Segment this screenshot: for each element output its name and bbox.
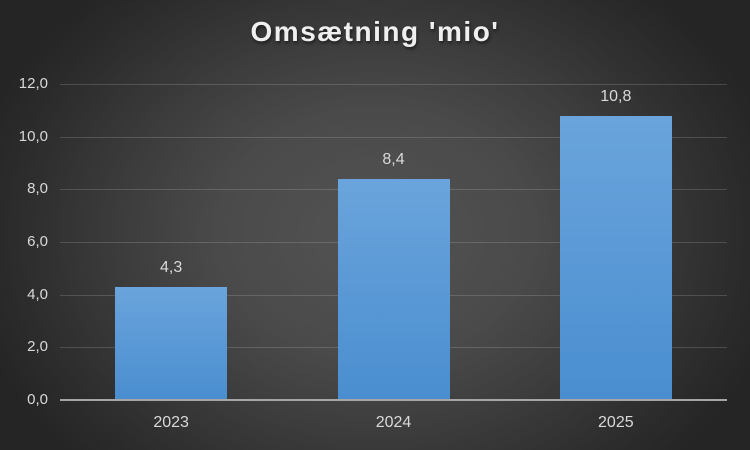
y-axis-tick-label: 4,0 (27, 285, 48, 303)
y-axis-tick-label: 10,0 (18, 127, 48, 145)
bar-value-label: 10,8 (600, 87, 632, 105)
x-axis-tick-label: 2025 (598, 414, 634, 431)
x-axis-tick-label: 2023 (153, 414, 189, 431)
x-axis-line (60, 399, 727, 401)
bar-value-label: 4,3 (160, 258, 183, 276)
bar-value-label: 8,4 (382, 150, 405, 168)
y-axis-tick-label: 2,0 (27, 338, 48, 356)
gridline (60, 84, 727, 85)
chart-title: Omsætning 'mio' (250, 16, 500, 47)
y-axis-tick-label: 6,0 (27, 233, 48, 250)
x-axis-tick-label: 2024 (375, 414, 412, 431)
bar-2024 (337, 178, 450, 399)
gridline (60, 136, 727, 138)
y-axis-tick-label: 12,0 (18, 75, 48, 92)
y-axis-tick-label: 0,0 (27, 391, 48, 408)
y-axis-tick-label: 8,0 (27, 180, 48, 198)
bar-2023 (115, 286, 228, 399)
bar-2025 (559, 115, 672, 399)
